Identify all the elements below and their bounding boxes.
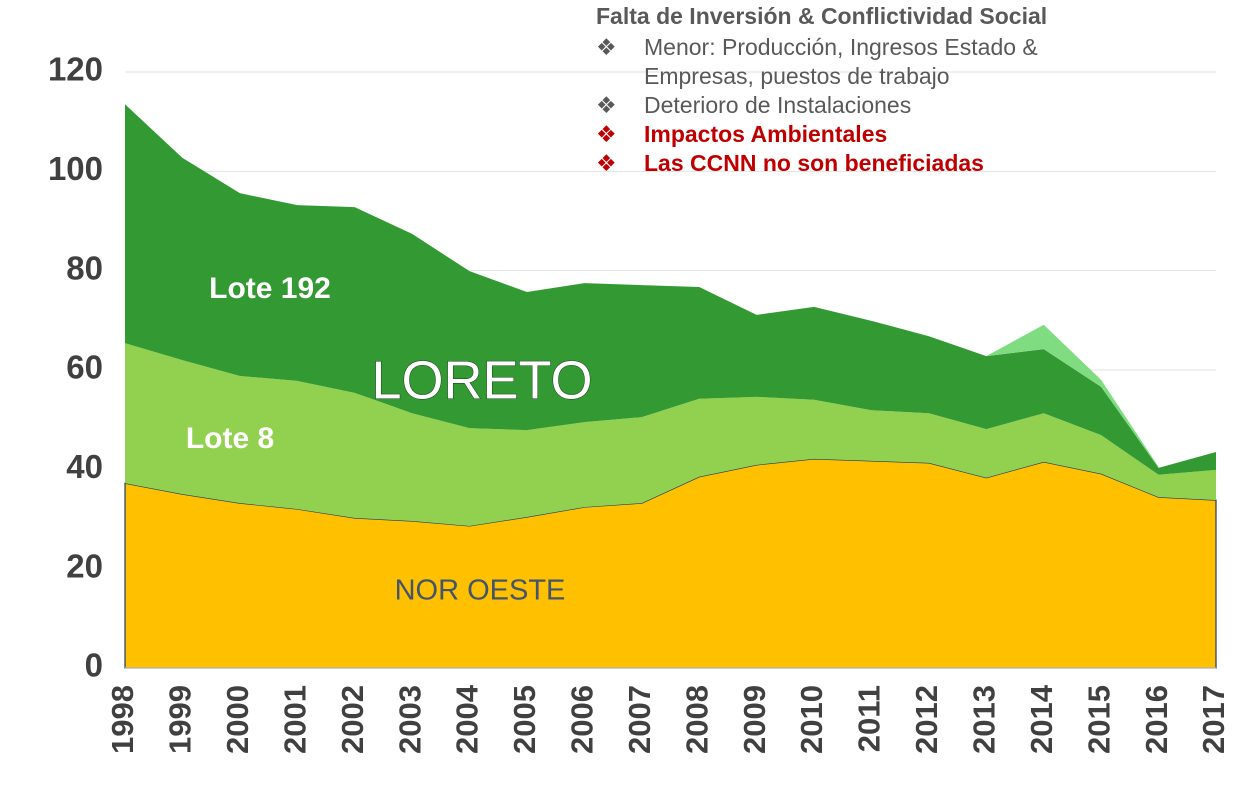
x-tick-label: 2015 [1081,685,1116,754]
y-tick-label: 0 [85,647,103,684]
annotation: LORETO [371,350,592,410]
x-tick-label: 2002 [335,685,370,754]
area [986,324,1159,468]
notes: Falta de Inversión & Conflictividad Soci… [596,2,1156,178]
bullet-text: Impactos Ambientales [644,121,888,147]
bullet: ❖ Las CCNN no son beneficiadas [596,149,1156,178]
bullet-symbol: ❖ [596,34,617,60]
y-tick-label: 100 [48,150,103,187]
bullet: ❖ Menor: Producción, Ingresos Estado & Em… [596,33,1156,91]
bullet-symbol: ❖ [596,150,617,176]
area-label: Lote 192 [209,272,331,305]
bullet-text: Menor: Producción, Ingresos Estado & Emp… [644,34,1038,89]
x-tick-label: 2007 [622,685,657,754]
x-tick-label: 2001 [277,685,312,754]
y-tick-label: 40 [66,448,103,485]
x-tick-label: 2013 [967,685,1002,754]
area [125,104,1216,475]
y-tick-label: 20 [66,547,103,584]
x-tick-label: 2010 [794,685,829,754]
area-label: NOR OESTE [395,575,566,607]
area [125,343,1216,526]
y-tick-label: 120 [48,51,103,88]
x-tick-label: 2012 [909,685,944,754]
x-tick-label: 2005 [507,685,542,754]
bullet: ❖ Impactos Ambientales [596,120,1156,149]
x-tick-label: 2016 [1139,685,1174,754]
bullet-symbol: ❖ [596,92,617,118]
y-tick-label: 80 [66,249,103,286]
x-tick-label: 2009 [737,685,772,754]
x-tick-label: 2004 [450,684,485,754]
bullet: ❖ Deterioro de Instalaciones [596,91,1156,120]
bullet-text: Las CCNN no son beneficiadas [644,150,984,176]
x-tick-label: 1999 [163,685,198,754]
x-tick-label: 2008 [679,685,714,754]
x-tick-label: 1998 [105,685,140,754]
notes-title: Falta de Inversión & Conflictividad Soci… [596,3,1048,29]
area-label: Lote 8 [186,422,274,455]
x-tick-label: 2000 [220,685,255,754]
x-tick-label: 2011 [852,685,887,752]
y-tick-label: 60 [66,349,103,386]
x-tick-label: 2014 [1024,684,1059,754]
x-tick-label: 2017 [1196,685,1231,754]
bullet-symbol: ❖ [596,121,617,147]
bullet-text: Deterioro de Instalaciones [644,92,912,118]
x-tick-label: 2003 [392,685,427,754]
x-tick-label: 2006 [565,685,600,754]
